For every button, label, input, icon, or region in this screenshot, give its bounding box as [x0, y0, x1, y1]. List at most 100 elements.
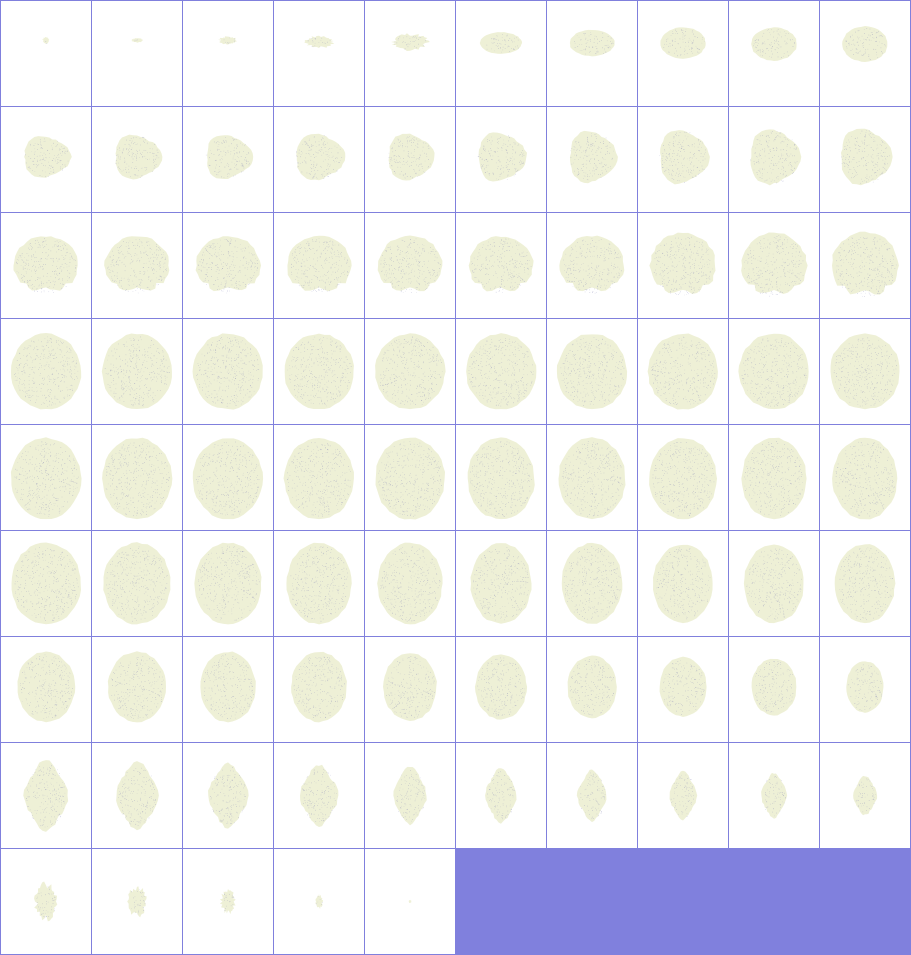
slice-tile	[92, 743, 182, 848]
slice-tile	[820, 637, 910, 742]
slice-tile	[274, 1, 364, 106]
slice-image	[741, 232, 808, 297]
slice-image	[205, 135, 254, 180]
slice-image	[23, 760, 69, 832]
slice-tile	[638, 531, 728, 636]
tissue-region	[192, 333, 263, 410]
tissue-region	[304, 35, 335, 49]
slice-image	[383, 653, 437, 721]
slice-tile	[365, 849, 455, 954]
slice-tile	[365, 637, 455, 742]
slice-image	[42, 36, 50, 44]
slice-tile	[638, 637, 728, 742]
slice-image	[208, 762, 249, 829]
slice-tile	[274, 637, 364, 742]
slice-image	[127, 886, 147, 918]
slice-tile	[274, 743, 364, 848]
tissue-region	[840, 128, 893, 186]
tissue-region	[558, 437, 626, 520]
slice-image	[291, 651, 347, 723]
tissue-region	[468, 236, 534, 292]
slice-image	[391, 33, 430, 51]
slice-tile	[183, 319, 273, 424]
tissue-region	[101, 333, 172, 409]
slice-tile	[820, 107, 910, 212]
tissue-region	[569, 130, 618, 184]
slice-image	[115, 134, 163, 180]
tissue-region	[660, 27, 706, 59]
tissue-region	[832, 437, 898, 520]
slice-image	[842, 25, 888, 63]
tissue-region	[561, 542, 623, 624]
slice-tile	[365, 319, 455, 424]
tissue-region	[750, 129, 802, 186]
tissue-region	[408, 899, 412, 904]
slice-tile	[274, 531, 364, 636]
slice-image	[561, 542, 623, 624]
tissue-region	[761, 772, 788, 819]
slice-tile	[1, 531, 91, 636]
slice-image	[194, 542, 262, 625]
slice-image	[649, 438, 718, 520]
tissue-region	[485, 768, 517, 824]
tissue-region	[556, 334, 628, 410]
slice-tile	[547, 743, 637, 848]
slice-image	[750, 129, 802, 186]
slice-image	[287, 235, 352, 292]
tissue-region	[24, 136, 72, 178]
slice-image	[24, 136, 72, 178]
slice-tile	[820, 531, 910, 636]
slice-tile	[638, 319, 728, 424]
slice-tile	[1, 425, 91, 530]
slice-tile	[638, 107, 728, 212]
slice-image	[840, 128, 893, 186]
slice-image	[751, 27, 797, 61]
tissue-region	[207, 135, 254, 180]
tissue-region	[569, 29, 615, 57]
slice-tile	[820, 425, 910, 530]
slice-tile	[456, 213, 546, 318]
tissue-region	[653, 544, 713, 624]
tissue-region	[751, 27, 797, 61]
slice-image	[375, 437, 446, 520]
slice-image	[567, 655, 617, 719]
tissue-region	[741, 437, 807, 520]
slice-image	[388, 133, 435, 181]
slice-image	[102, 437, 173, 520]
tissue-region	[315, 893, 324, 909]
slice-image	[101, 333, 172, 409]
slice-tile	[729, 107, 819, 212]
tissue-region	[218, 36, 237, 45]
tissue-region	[104, 236, 170, 291]
slice-tile	[820, 1, 910, 106]
slice-tile	[456, 107, 546, 212]
tissue-region	[383, 653, 437, 721]
slice-image	[375, 333, 446, 410]
tissue-region	[391, 33, 430, 51]
slice-image	[34, 881, 58, 922]
slice-tile	[638, 743, 728, 848]
slice-tile	[274, 849, 364, 954]
slice-image	[218, 36, 237, 45]
slice-tile	[1, 849, 91, 954]
tissue-region	[479, 32, 523, 54]
tissue-region	[478, 132, 528, 182]
slice-tile	[1, 1, 91, 106]
tissue-region	[474, 654, 528, 720]
tissue-region	[284, 333, 354, 409]
slice-image	[284, 333, 354, 409]
tissue-region	[34, 881, 58, 922]
slice-tile	[92, 213, 182, 318]
slice-image	[834, 544, 896, 624]
tissue-region	[660, 130, 710, 185]
slice-tile	[456, 319, 546, 424]
tissue-region	[283, 438, 354, 520]
slice-tile	[183, 743, 273, 848]
slice-image	[653, 544, 713, 624]
slice-tile	[274, 319, 364, 424]
slice-image	[393, 766, 427, 826]
slice-tile	[1, 213, 91, 318]
tissue-region	[647, 333, 718, 410]
tissue-region	[751, 658, 797, 716]
